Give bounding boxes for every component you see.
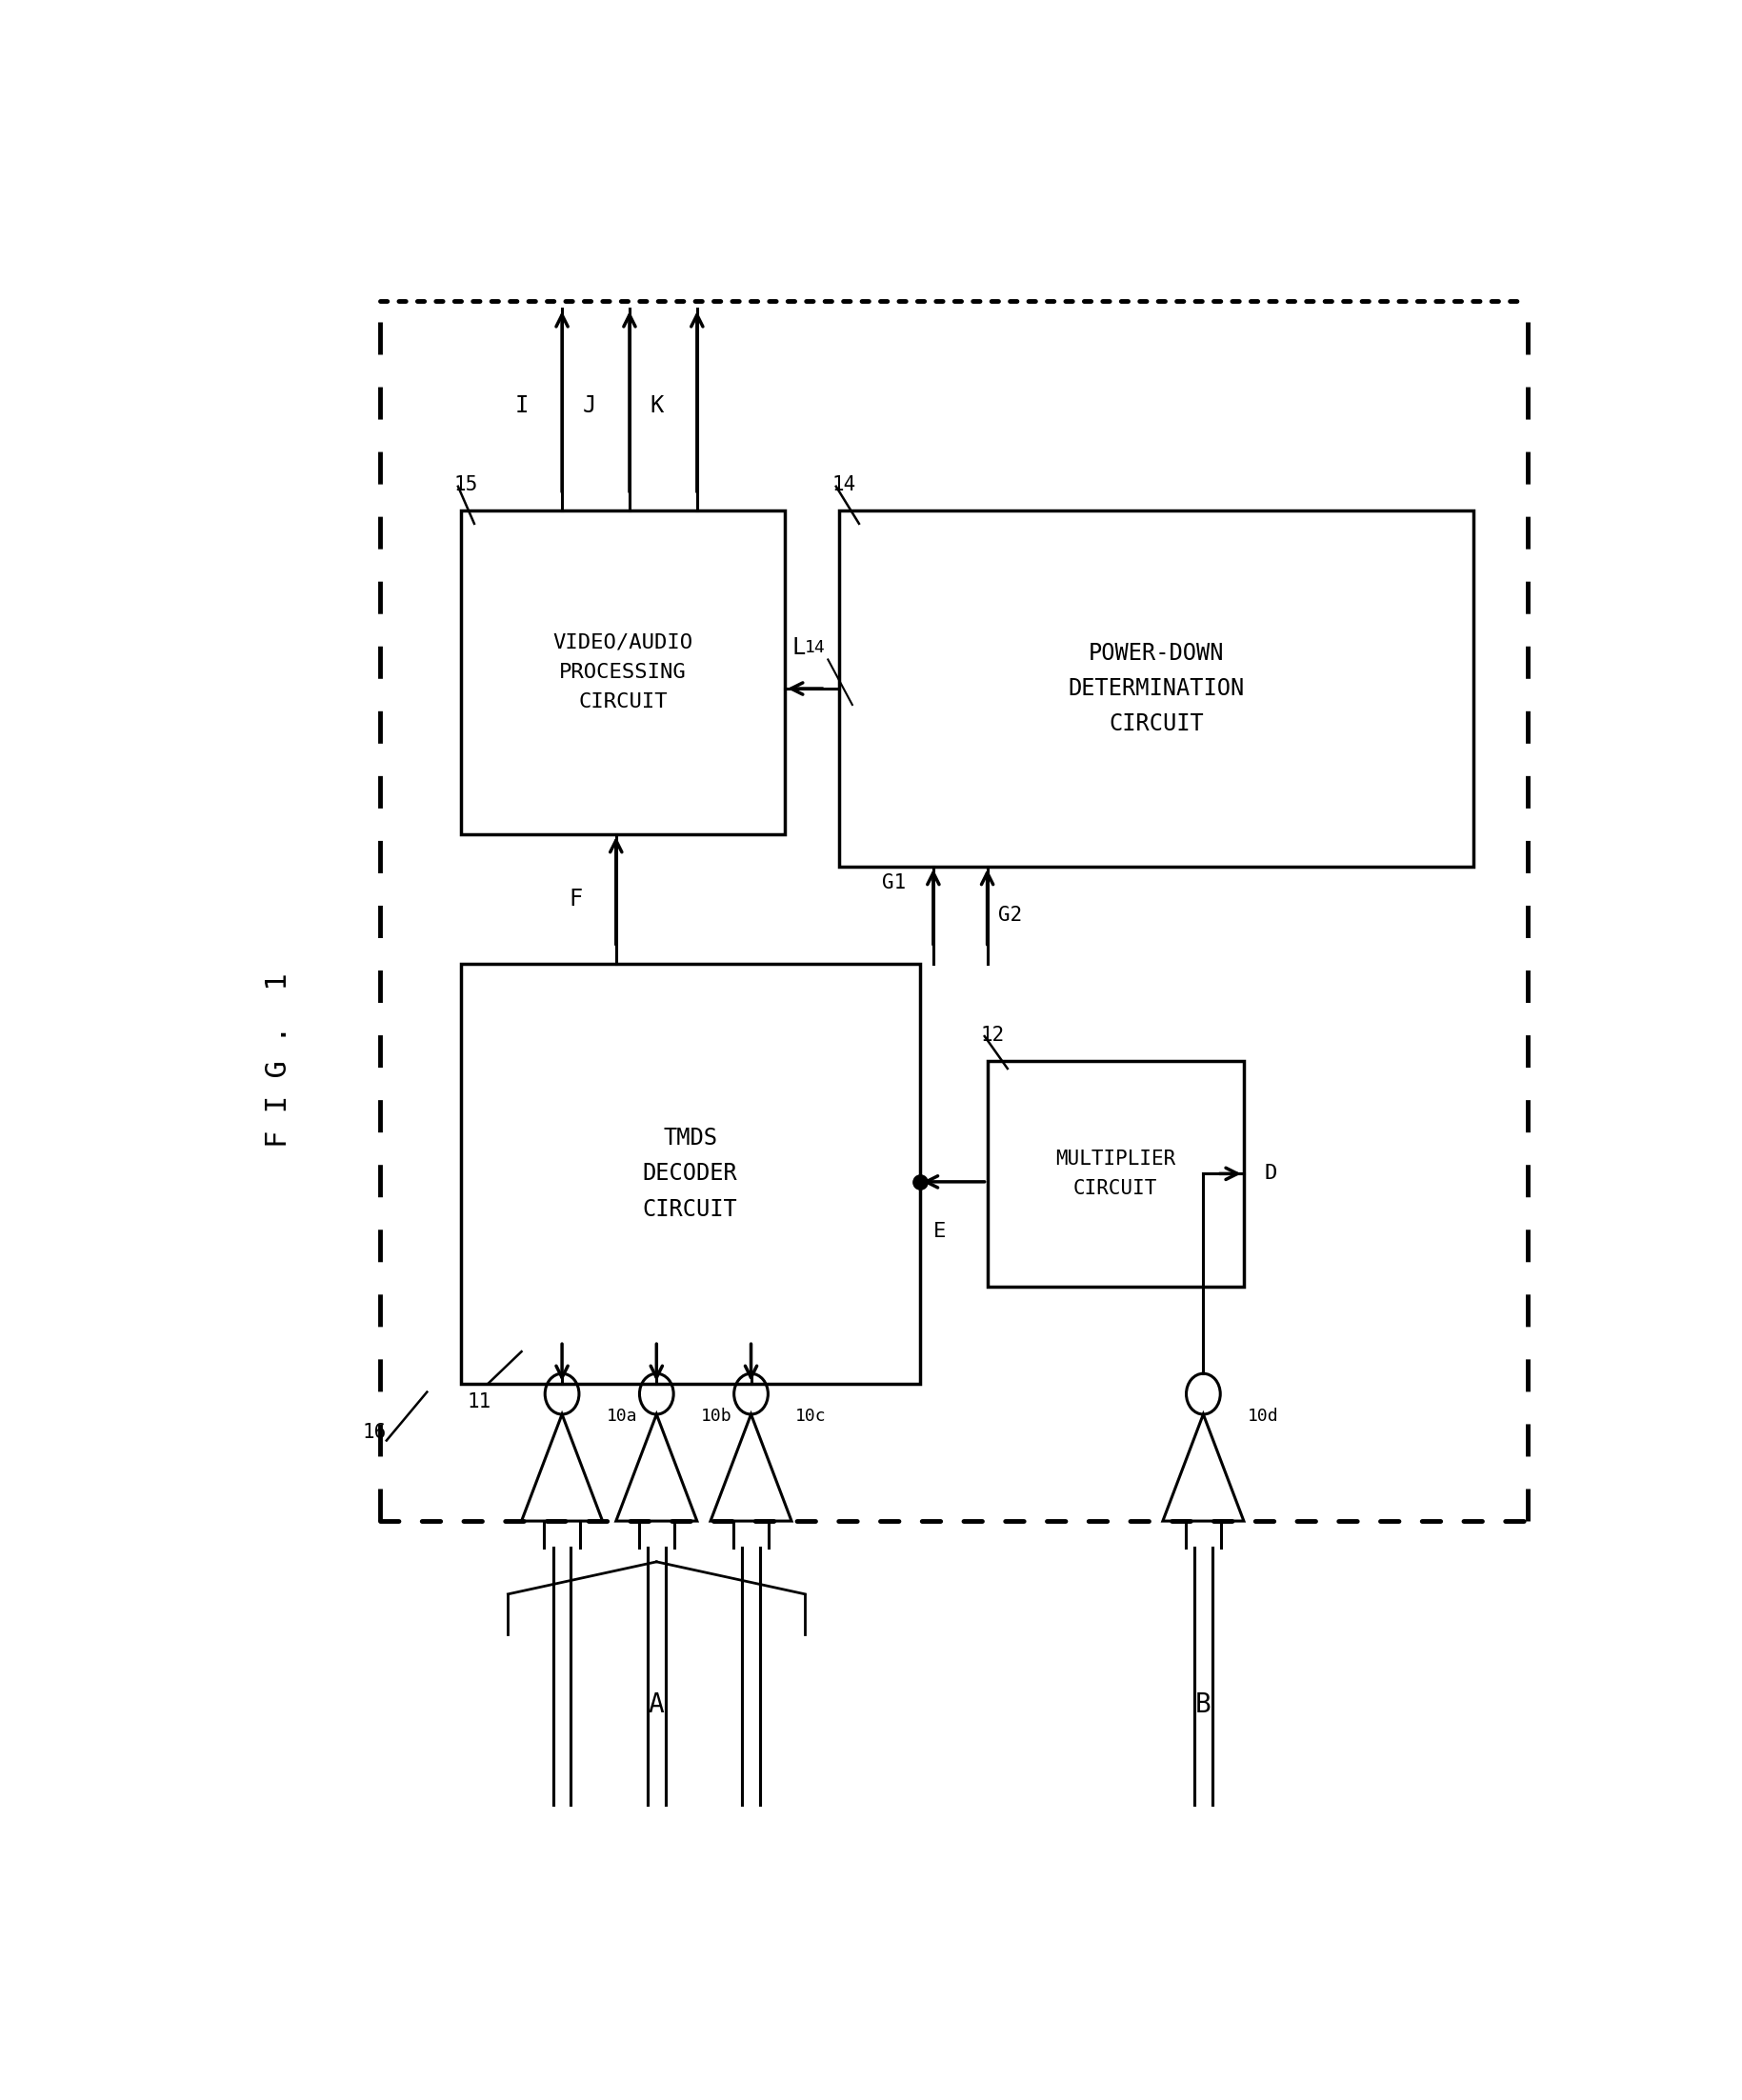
Text: 16: 16 xyxy=(362,1424,387,1443)
Text: 10a: 10a xyxy=(606,1407,638,1424)
Text: K: K xyxy=(650,395,664,418)
Text: POWER-DOWN
DETERMINATION
CIRCUIT: POWER-DOWN DETERMINATION CIRCUIT xyxy=(1068,643,1244,735)
Bar xyxy=(460,510,784,834)
Text: 11: 11 xyxy=(467,1392,491,1411)
Text: E: E xyxy=(934,1222,946,1241)
Text: F I G .  1: F I G . 1 xyxy=(265,972,293,1149)
Text: 10b: 10b xyxy=(700,1407,732,1424)
Text: 12: 12 xyxy=(981,1025,1005,1044)
Text: MULTIPLIER
CIRCUIT: MULTIPLIER CIRCUIT xyxy=(1056,1149,1176,1199)
Text: 14: 14 xyxy=(805,638,826,655)
Text: L: L xyxy=(791,636,805,659)
Text: 10c: 10c xyxy=(796,1407,827,1424)
Text: A: A xyxy=(648,1690,664,1718)
Bar xyxy=(988,1060,1244,1287)
Text: 10d: 10d xyxy=(1247,1407,1279,1424)
Text: J: J xyxy=(582,395,596,418)
Bar xyxy=(460,964,920,1384)
Text: 15: 15 xyxy=(455,475,477,493)
Text: G1: G1 xyxy=(881,874,906,892)
Text: D: D xyxy=(1265,1163,1277,1182)
Text: 14: 14 xyxy=(833,475,855,493)
Text: VIDEO/AUDIO
PROCESSING
CIRCUIT: VIDEO/AUDIO PROCESSING CIRCUIT xyxy=(552,634,693,712)
Text: G2: G2 xyxy=(998,905,1023,924)
Text: B: B xyxy=(1195,1690,1211,1718)
Text: TMDS
DECODER
CIRCUIT: TMDS DECODER CIRCUIT xyxy=(643,1128,739,1220)
Text: F: F xyxy=(568,888,582,909)
Text: I: I xyxy=(514,395,528,418)
Bar xyxy=(840,510,1474,867)
